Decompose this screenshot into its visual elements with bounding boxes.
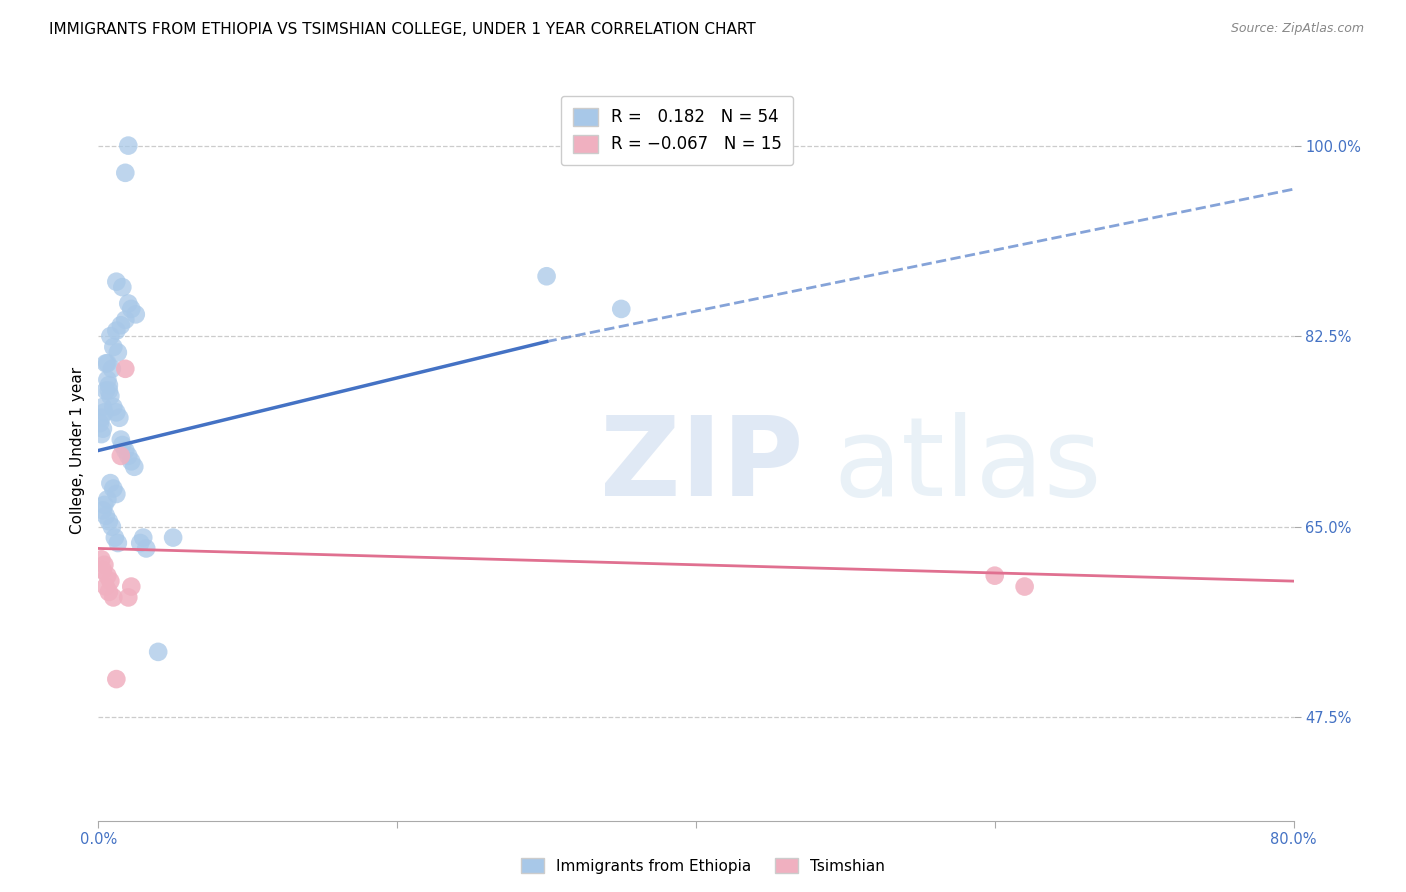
- Point: [91, 400, 114, 414]
- Point: [90, 552, 112, 566]
- Point: [105, 275, 128, 289]
- Point: [110, 433, 132, 447]
- Point: [105, 405, 128, 419]
- Point: [103, 340, 125, 354]
- Text: IMMIGRANTS FROM ETHIOPIA VS TSIMSHIAN COLLEGE, UNDER 1 YEAR CORRELATION CHART: IMMIGRANTS FROM ETHIOPIA VS TSIMSHIAN CO…: [49, 22, 756, 37]
- Point: [98, 476, 122, 491]
- Text: Source: ZipAtlas.com: Source: ZipAtlas.com: [1230, 22, 1364, 36]
- Point: [96, 568, 118, 582]
- Point: [110, 318, 132, 333]
- Point: [610, 301, 633, 316]
- Point: [110, 449, 132, 463]
- Point: [117, 296, 139, 310]
- Text: atlas: atlas: [834, 412, 1102, 519]
- Point: [105, 672, 128, 686]
- Point: [94, 580, 117, 594]
- Point: [96, 492, 118, 507]
- Point: [148, 645, 170, 659]
- Point: [98, 389, 122, 403]
- Point: [91, 563, 114, 577]
- Point: [97, 514, 120, 528]
- Point: [89, 416, 111, 430]
- Point: [96, 356, 118, 370]
- Point: [111, 438, 134, 452]
- Point: [94, 384, 117, 398]
- Point: [97, 384, 120, 398]
- Point: [117, 138, 139, 153]
- Point: [129, 536, 152, 550]
- Point: [101, 361, 124, 376]
- Point: [98, 574, 122, 588]
- Point: [101, 519, 124, 533]
- Point: [120, 454, 142, 468]
- Y-axis label: College, Under 1 year: College, Under 1 year: [69, 367, 84, 534]
- Point: [94, 356, 117, 370]
- Point: [93, 498, 115, 512]
- Point: [114, 166, 136, 180]
- Point: [984, 568, 1007, 582]
- Point: [107, 345, 129, 359]
- Point: [98, 329, 122, 343]
- Point: [117, 591, 139, 605]
- Point: [103, 482, 125, 496]
- Point: [104, 531, 127, 545]
- Point: [103, 591, 125, 605]
- Point: [114, 313, 136, 327]
- Legend: R =   0.182   N = 54, R = −0.067   N = 15: R = 0.182 N = 54, R = −0.067 N = 15: [561, 96, 793, 165]
- Point: [135, 541, 157, 556]
- Point: [132, 531, 155, 545]
- Point: [120, 580, 142, 594]
- Point: [93, 558, 115, 572]
- Point: [117, 449, 139, 463]
- Point: [536, 269, 558, 284]
- Point: [91, 503, 114, 517]
- Point: [91, 422, 114, 436]
- Point: [105, 487, 128, 501]
- Point: [90, 410, 112, 425]
- Point: [124, 459, 146, 474]
- Point: [108, 410, 131, 425]
- Point: [114, 361, 136, 376]
- Point: [120, 301, 142, 316]
- Point: [107, 536, 129, 550]
- Point: [125, 307, 148, 321]
- Text: ZIP: ZIP: [600, 412, 804, 519]
- Point: [94, 508, 117, 523]
- Point: [97, 378, 120, 392]
- Point: [111, 280, 134, 294]
- Point: [105, 324, 128, 338]
- Point: [96, 373, 118, 387]
- Legend: Immigrants from Ethiopia, Tsimshian: Immigrants from Ethiopia, Tsimshian: [515, 852, 891, 880]
- Point: [103, 400, 125, 414]
- Point: [97, 585, 120, 599]
- Point: [90, 427, 112, 442]
- Point: [1014, 580, 1036, 594]
- Point: [114, 443, 136, 458]
- Point: [162, 531, 184, 545]
- Point: [93, 405, 115, 419]
